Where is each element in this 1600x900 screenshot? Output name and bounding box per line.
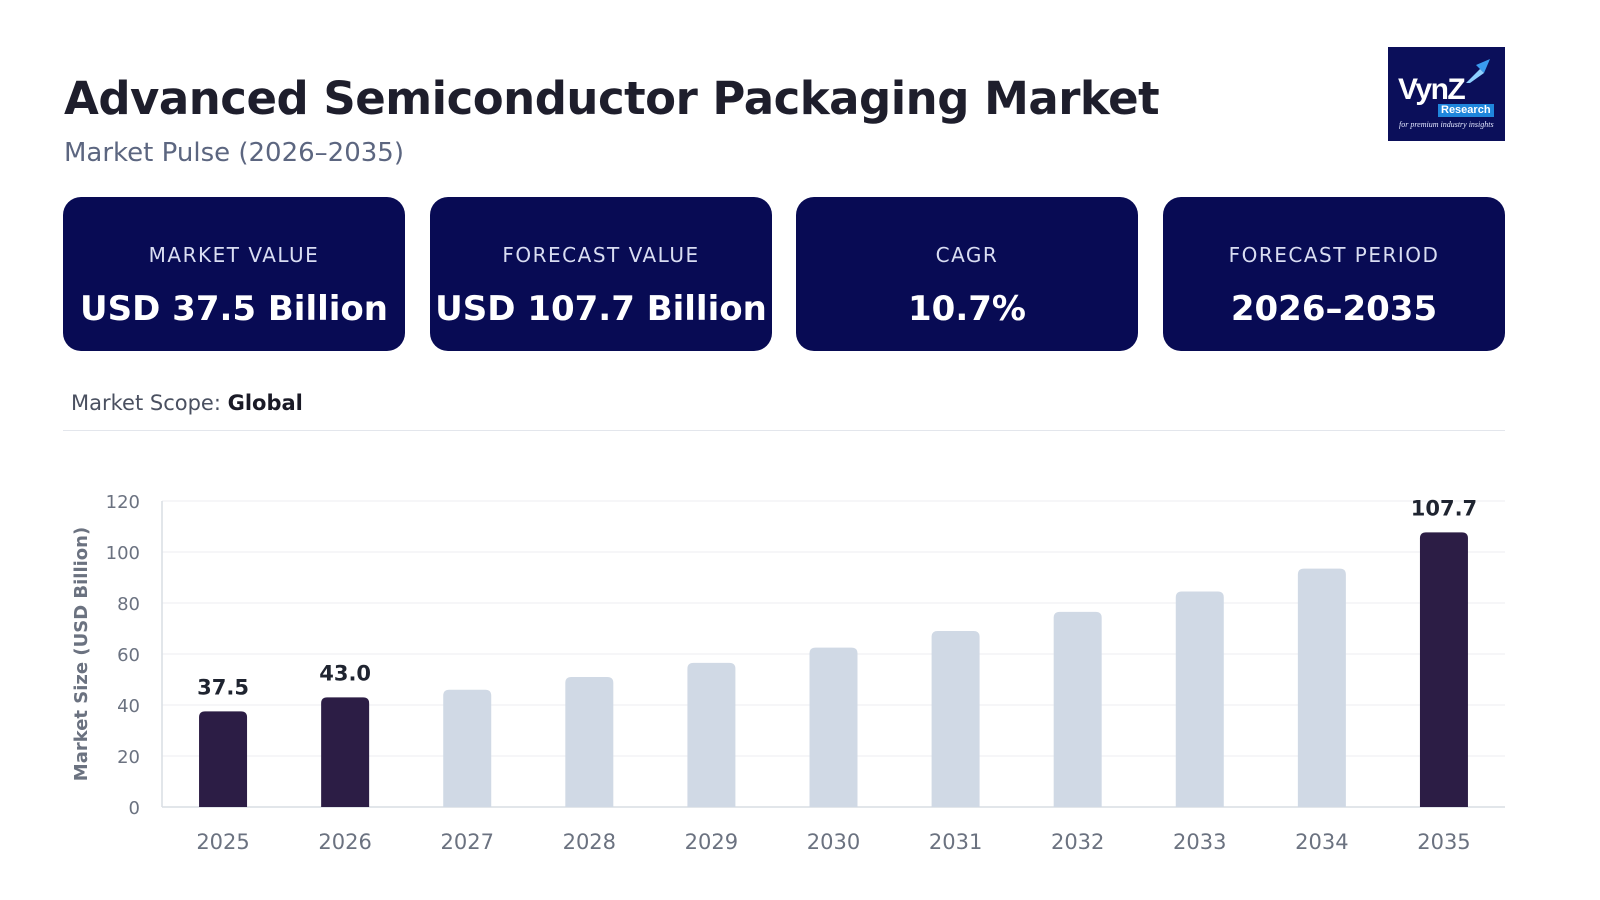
bar-2031 (931, 631, 980, 807)
logo-badge: Research (1438, 104, 1494, 117)
y-tick-label: 100 (106, 543, 140, 564)
x-tick-label: 2034 (1295, 830, 1348, 854)
card-value: USD 107.7 Billion (435, 289, 767, 329)
market-scope-value: Global (227, 391, 303, 415)
x-tick-label: 2032 (1051, 830, 1104, 854)
bar-2025 (199, 711, 248, 807)
bar-2035 (1419, 532, 1468, 807)
x-tick-label: 2026 (318, 830, 371, 854)
y-tick-label: 120 (106, 492, 140, 513)
data-label: 107.7 (1411, 496, 1477, 520)
bar-2026 (321, 697, 370, 807)
x-tick-label: 2030 (807, 830, 860, 854)
y-tick-label: 20 (117, 747, 140, 768)
card-label: MARKET VALUE (148, 243, 320, 267)
x-tick-label: 2025 (196, 830, 249, 854)
chart-gridlines (162, 500, 1505, 757)
card-value: USD 37.5 Billion (80, 289, 388, 329)
market-scope: Market Scope: Global (71, 391, 303, 415)
forecast-period-card: FORECAST PERIOD 2026–2035 (1163, 197, 1505, 351)
page-title: Advanced Semiconductor Packaging Market (64, 72, 1160, 125)
logo-wordmark: VynZ (1398, 73, 1466, 106)
x-tick-label: 2027 (441, 830, 494, 854)
bar-2029 (687, 662, 736, 807)
bar-2027 (443, 689, 492, 807)
y-tick-label: 60 (117, 645, 140, 666)
x-tick-label: 2035 (1417, 830, 1470, 854)
x-tick-label: 2029 (685, 830, 738, 854)
x-tick-label: 2031 (929, 830, 982, 854)
cagr-card: CAGR 10.7% (796, 197, 1138, 351)
bar-2034 (1297, 568, 1346, 807)
page-subtitle: Market Pulse (2026–2035) (64, 138, 404, 168)
section-divider (63, 430, 1505, 431)
y-tick-label: 80 (117, 594, 140, 615)
market-value-card: MARKET VALUE USD 37.5 Billion (63, 197, 405, 351)
bar-2028 (565, 676, 614, 807)
bar-2033 (1175, 591, 1224, 807)
chart-bars (199, 532, 1468, 807)
card-value: 2026–2035 (1230, 289, 1438, 329)
y-axis-title: Market Size (USD Billion) (71, 527, 92, 781)
y-tick-label: 40 (117, 696, 140, 717)
x-tick-label: 2028 (563, 830, 616, 854)
logo-tagline: for premium industry insights (1399, 120, 1494, 129)
market-scope-label: Market Scope: (71, 391, 221, 415)
bar-2030 (809, 647, 858, 807)
data-label: 43.0 (319, 661, 371, 685)
arrow-up-right-icon (1466, 59, 1490, 83)
card-label: FORECAST VALUE (502, 243, 700, 267)
chart-axes: 0 20 40 60 80 100 120 Market Size (USD Billion) (71, 492, 1505, 819)
chart-labels: 2025 37.5 2026 43.0 2027 2028 2029 2030 2031 2032… (196, 496, 1477, 854)
market-size-bar-chart: 0 20 40 60 80 100 120 Market Size (USD Billion)… (71, 492, 1505, 854)
card-label: FORECAST PERIOD (1228, 243, 1440, 267)
forecast-value-card: FORECAST VALUE USD 107.7 Billion (430, 197, 772, 351)
company-logo[interactable]: VynZ Research for premium industry insig… (1388, 47, 1505, 141)
card-label: CAGR (935, 243, 999, 267)
y-tick-label: 0 (129, 798, 140, 819)
x-tick-label: 2033 (1173, 830, 1226, 854)
bar-2032 (1053, 611, 1102, 807)
data-label: 37.5 (197, 675, 249, 699)
card-value: 10.7% (908, 289, 1026, 329)
